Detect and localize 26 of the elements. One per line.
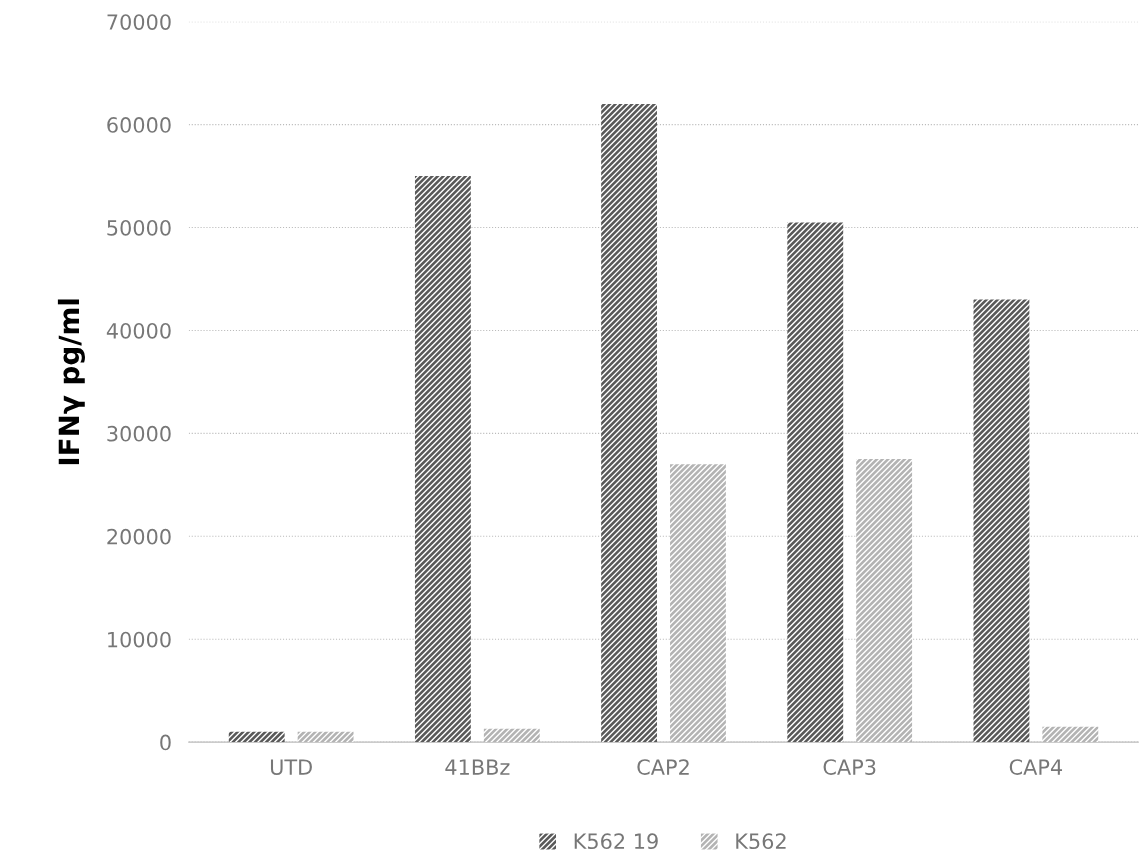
x-tick-label: 41BBz [445, 759, 510, 775]
bar [856, 459, 913, 743]
bar [670, 464, 726, 743]
bar [297, 731, 354, 743]
bar [228, 731, 285, 743]
y-tick-label: 0 [160, 734, 171, 751]
bar [601, 104, 657, 743]
x-tick-label: CAP2 [637, 759, 689, 775]
y-tick-label: 40000 [106, 322, 171, 339]
bar [414, 176, 471, 743]
y-axis-title: IFNγ pg/ml [57, 299, 85, 465]
x-tick-label: CAP3 [823, 759, 876, 775]
bar [973, 299, 1030, 743]
y-tick-label: 50000 [107, 219, 171, 236]
y-tick-label: 10000 [108, 631, 171, 648]
x-tick-label: UTD [270, 759, 312, 775]
legend-label: K562 [736, 833, 786, 850]
bar [787, 222, 844, 743]
y-tick-label: 70000 [107, 14, 171, 30]
legend-label: K562 19 [574, 833, 658, 850]
bar [1042, 726, 1099, 743]
x-tick-label: CAP4 [1009, 759, 1063, 775]
y-tick-label: 60000 [107, 117, 171, 133]
y-tick-label: 30000 [107, 425, 171, 442]
bar [483, 728, 540, 743]
y-tick-label: 20000 [107, 528, 171, 545]
